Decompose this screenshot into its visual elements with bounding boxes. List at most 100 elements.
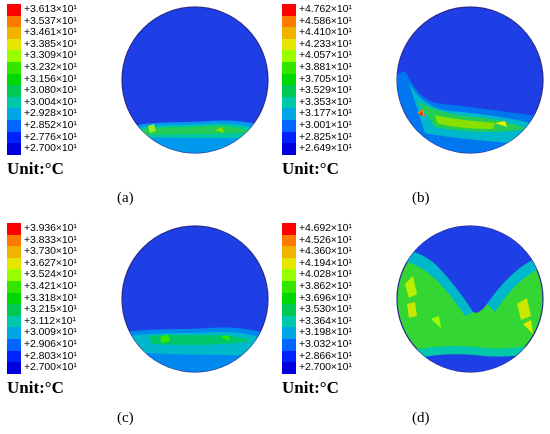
legend-swatch xyxy=(282,85,296,97)
legend-swatch xyxy=(282,131,296,144)
legend-label: +3.318×10¹ xyxy=(24,291,77,304)
legend-swatch xyxy=(282,15,296,28)
legend-label: +4.233×10¹ xyxy=(299,37,352,50)
legend-label: +3.353×10¹ xyxy=(299,95,352,108)
legend-label: +4.586×10¹ xyxy=(299,14,352,27)
legend-label: +2.928×10¹ xyxy=(24,107,77,120)
legend-label: +3.112×10¹ xyxy=(24,314,76,327)
legend-swatch xyxy=(7,61,21,74)
legend-label: +3.730×10¹ xyxy=(24,245,77,258)
legend-b: +4.762×10¹ +4.586×10¹ +4.410×10¹ +4.233×… xyxy=(282,3,352,155)
legend-c: +3.936×10¹ +3.833×10¹ +3.730×10¹ +3.627×… xyxy=(7,222,77,374)
legend-label: +3.936×10¹ xyxy=(24,222,77,234)
legend-label: +4.194×10¹ xyxy=(299,256,352,269)
legend-label: +3.309×10¹ xyxy=(24,49,77,62)
legend-label: +3.215×10¹ xyxy=(24,303,77,316)
legend-swatch xyxy=(282,234,296,247)
legend-label: +4.692×10¹ xyxy=(299,222,352,234)
legend-a: +3.613×10¹ +3.537×10¹ +3.461×10¹ +3.385×… xyxy=(7,3,77,155)
legend-label: +3.524×10¹ xyxy=(24,268,77,281)
legend-label: +3.198×10¹ xyxy=(299,326,352,339)
contour-panel-c: +3.936×10¹ +3.833×10¹ +3.730×10¹ +3.627×… xyxy=(3,222,273,434)
legend-swatch xyxy=(282,315,296,328)
temperature-field-disk-c xyxy=(121,225,269,373)
legend-label: +3.080×10¹ xyxy=(24,84,77,97)
legend-label: +2.700×10¹ xyxy=(299,361,352,374)
contour-panel-a: +3.613×10¹ +3.537×10¹ +3.461×10¹ +3.385×… xyxy=(3,3,273,215)
legend-swatch xyxy=(282,108,296,120)
legend-swatch xyxy=(7,280,21,293)
temperature-field-disk-b xyxy=(396,6,544,154)
legend-label: +3.004×10¹ xyxy=(24,95,77,108)
legend-label: +3.696×10¹ xyxy=(299,291,352,304)
legend-label: +2.803×10¹ xyxy=(24,349,77,362)
legend-swatch xyxy=(7,269,21,281)
temperature-field-disk-d xyxy=(396,225,544,373)
legend-swatch xyxy=(7,350,21,363)
legend-label: +4.360×10¹ xyxy=(299,245,352,258)
legend-label: +3.364×10¹ xyxy=(299,314,352,327)
legend-label: +2.825×10¹ xyxy=(299,130,352,143)
legend-swatch xyxy=(282,362,296,374)
legend-label: +3.613×10¹ xyxy=(24,3,77,15)
legend-label: +2.700×10¹ xyxy=(24,142,77,155)
legend-d: +4.692×10¹ +4.526×10¹ +4.360×10¹ +4.194×… xyxy=(282,222,352,374)
legend-swatch xyxy=(7,108,21,120)
legend-swatch xyxy=(282,304,296,316)
contour-panel-d: +4.692×10¹ +4.526×10¹ +4.360×10¹ +4.194×… xyxy=(278,222,548,434)
legend-swatch xyxy=(282,223,296,235)
legend-label: +4.028×10¹ xyxy=(299,268,352,281)
legend-label: +3.529×10¹ xyxy=(299,84,352,97)
contour-panel-b: +4.762×10¹ +4.586×10¹ +4.410×10¹ +4.233×… xyxy=(278,3,548,215)
legend-label: +3.001×10¹ xyxy=(299,118,352,131)
legend-label: +2.649×10¹ xyxy=(299,142,352,155)
legend-label: +4.410×10¹ xyxy=(299,26,352,39)
legend-swatch xyxy=(282,4,296,16)
legend-label: +3.156×10¹ xyxy=(24,72,77,85)
legend-swatch xyxy=(7,315,21,328)
legend-swatch xyxy=(7,304,21,316)
legend-swatch xyxy=(7,27,21,39)
unit-label: Unit:°C xyxy=(282,378,339,397)
unit-label: Unit:°C xyxy=(7,378,64,397)
legend-label: +3.177×10¹ xyxy=(299,107,352,120)
legend-swatch xyxy=(282,327,296,339)
legend-label: +4.762×10¹ xyxy=(299,3,352,15)
legend-swatch xyxy=(7,15,21,28)
legend-swatch xyxy=(282,61,296,74)
legend-label: +3.530×10¹ xyxy=(299,303,352,316)
legend-swatch xyxy=(7,292,21,305)
legend-swatch xyxy=(7,362,21,374)
legend-swatch xyxy=(282,50,296,62)
legend-swatch xyxy=(7,50,21,62)
legend-label: +3.627×10¹ xyxy=(24,256,77,269)
legend-swatch xyxy=(282,292,296,305)
legend-swatch xyxy=(7,73,21,86)
legend-label: +3.537×10¹ xyxy=(24,14,77,27)
legend-label: +3.862×10¹ xyxy=(299,279,352,292)
caption-a: (a) xyxy=(117,190,134,206)
legend-label: +3.833×10¹ xyxy=(24,233,77,246)
legend-swatch xyxy=(7,131,21,144)
unit-label: Unit:°C xyxy=(7,159,64,178)
legend-swatch xyxy=(7,96,21,109)
legend-label: +3.881×10¹ xyxy=(299,60,352,73)
legend-label: +2.852×10¹ xyxy=(24,118,77,131)
legend-swatch xyxy=(7,85,21,97)
legend-swatch xyxy=(282,280,296,293)
temperature-field-disk-a xyxy=(121,6,269,154)
legend-label: +3.705×10¹ xyxy=(299,72,352,85)
legend-swatch xyxy=(7,143,21,155)
legend-label: +2.776×10¹ xyxy=(24,130,77,143)
legend-swatch xyxy=(282,350,296,363)
legend-swatch xyxy=(282,96,296,109)
legend-swatch xyxy=(282,338,296,351)
legend-label: +3.421×10¹ xyxy=(24,279,77,292)
legend-swatch xyxy=(282,27,296,39)
caption-d: (d) xyxy=(412,410,430,426)
legend-label: +3.009×10¹ xyxy=(24,326,77,339)
legend-swatch xyxy=(7,327,21,339)
legend-swatch xyxy=(7,4,21,16)
legend-label: +3.232×10¹ xyxy=(24,60,77,73)
caption-b: (b) xyxy=(412,190,430,206)
